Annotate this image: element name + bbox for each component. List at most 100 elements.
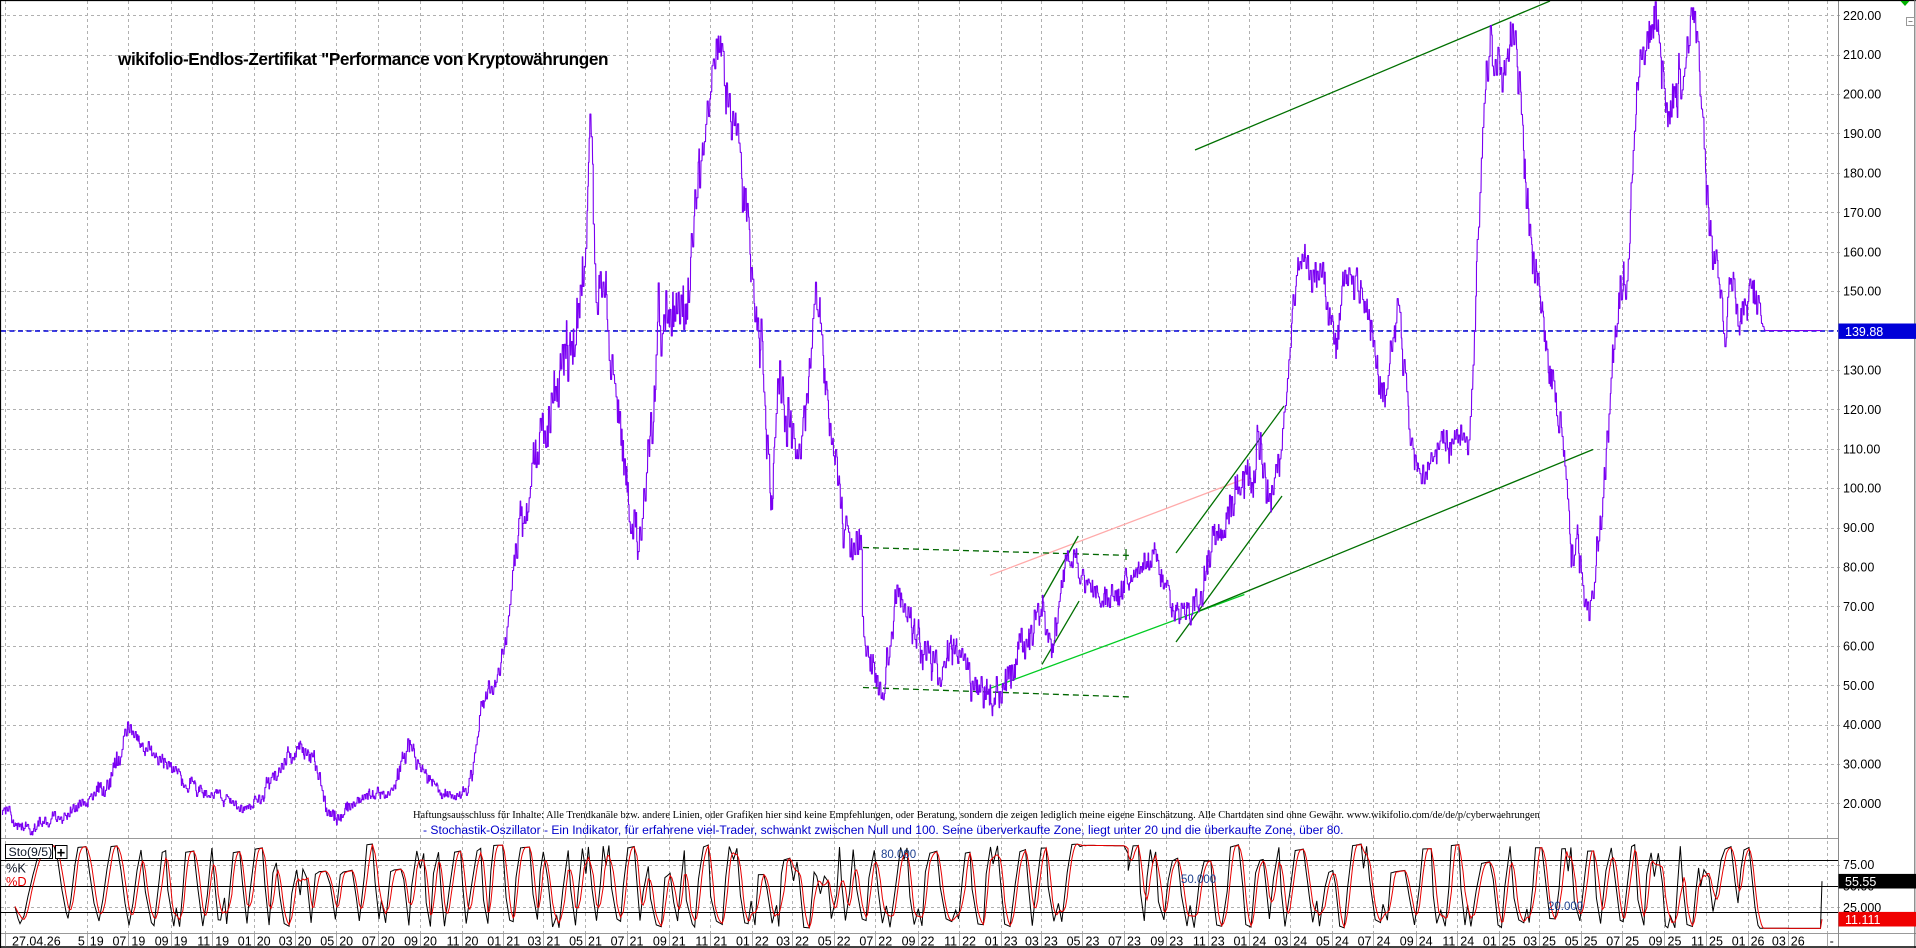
svg-text:100.00: 100.00 <box>1843 482 1881 496</box>
svg-text:09: 09 <box>902 935 916 948</box>
svg-text:11: 11 <box>1193 935 1206 948</box>
svg-text:- Stochastik-Oszillator - Ein: - Stochastik-Oszillator - Ein Indikator,… <box>423 823 1344 837</box>
svg-text:25: 25 <box>1625 935 1639 948</box>
svg-text:21: 21 <box>506 935 520 948</box>
svg-text:5: 5 <box>78 935 85 948</box>
svg-text:21: 21 <box>630 935 644 948</box>
svg-text:07: 07 <box>1606 935 1620 948</box>
svg-text:07: 07 <box>362 935 376 948</box>
svg-text:21: 21 <box>588 935 602 948</box>
svg-text:170.00: 170.00 <box>1843 206 1881 220</box>
svg-text:07: 07 <box>112 935 126 948</box>
svg-text:20: 20 <box>257 935 271 948</box>
svg-text:11: 11 <box>695 935 708 948</box>
svg-text:50.000: 50.000 <box>1181 874 1216 886</box>
svg-text:19: 19 <box>90 935 104 948</box>
svg-text:03: 03 <box>1772 935 1786 948</box>
svg-text:05: 05 <box>320 935 334 948</box>
svg-text:75.00: 75.00 <box>1843 858 1874 872</box>
svg-text:01: 01 <box>1732 935 1746 948</box>
svg-text:03: 03 <box>1025 935 1039 948</box>
svg-text:01: 01 <box>1233 935 1247 948</box>
svg-text:25: 25 <box>1709 935 1723 948</box>
svg-text:24: 24 <box>1252 935 1266 948</box>
svg-text:20: 20 <box>298 935 312 948</box>
svg-text:05: 05 <box>1316 935 1330 948</box>
svg-text:20.000: 20.000 <box>1843 797 1881 811</box>
svg-text:%D: %D <box>6 874 27 889</box>
svg-text:01: 01 <box>985 935 999 948</box>
svg-text:24: 24 <box>1419 935 1433 948</box>
svg-text:40.000: 40.000 <box>1843 718 1881 732</box>
svg-text:09: 09 <box>155 935 169 948</box>
svg-text:22: 22 <box>795 935 809 948</box>
svg-text:05: 05 <box>569 935 583 948</box>
svg-text:210.00: 210.00 <box>1843 48 1881 62</box>
svg-text:110.00: 110.00 <box>1843 442 1880 456</box>
svg-text:%K: %K <box>6 861 26 876</box>
svg-text:23: 23 <box>1127 935 1141 948</box>
svg-text:20: 20 <box>381 935 395 948</box>
svg-text:120.00: 120.00 <box>1843 403 1881 417</box>
svg-text:11: 11 <box>1442 935 1455 948</box>
svg-text:11: 11 <box>447 935 460 948</box>
svg-text:22: 22 <box>878 935 892 948</box>
svg-text:11.111: 11.111 <box>1845 913 1880 927</box>
svg-text:139.88: 139.88 <box>1845 325 1883 339</box>
svg-text:50.00: 50.00 <box>1843 679 1874 693</box>
svg-text:19: 19 <box>131 935 145 948</box>
svg-text:03: 03 <box>1523 935 1537 948</box>
svg-text:11: 11 <box>1691 935 1704 948</box>
svg-text:23: 23 <box>1211 935 1225 948</box>
svg-text:01: 01 <box>238 935 252 948</box>
svg-text:25.000: 25.000 <box>1843 901 1881 915</box>
svg-text:24: 24 <box>1377 935 1391 948</box>
svg-text:11: 11 <box>944 935 957 948</box>
svg-text:22: 22 <box>837 935 851 948</box>
svg-text:24: 24 <box>1460 935 1474 948</box>
svg-text:01: 01 <box>487 935 501 948</box>
svg-text:-: - <box>1830 935 1834 948</box>
svg-text:09: 09 <box>404 935 418 948</box>
svg-text:20: 20 <box>423 935 437 948</box>
svg-text:25: 25 <box>1542 935 1556 948</box>
svg-text:22: 22 <box>755 935 769 948</box>
svg-text:20.000: 20.000 <box>1548 901 1583 913</box>
svg-text:24: 24 <box>1335 935 1349 948</box>
svg-text:09: 09 <box>1150 935 1164 948</box>
svg-text:21: 21 <box>546 935 560 948</box>
svg-text:01: 01 <box>736 935 750 948</box>
svg-text:160.00: 160.00 <box>1843 245 1881 259</box>
svg-text:22: 22 <box>962 935 976 948</box>
svg-text:26: 26 <box>1791 935 1805 948</box>
svg-text:03: 03 <box>279 935 293 948</box>
svg-text:wikifolio-Endlos-Zertifikat "P: wikifolio-Endlos-Zertifikat "Performance… <box>117 49 608 69</box>
svg-text:60.00: 60.00 <box>1843 639 1874 653</box>
svg-text:20: 20 <box>465 935 479 948</box>
svg-text:19: 19 <box>215 935 229 948</box>
svg-text:07: 07 <box>859 935 873 948</box>
svg-text:09: 09 <box>1400 935 1414 948</box>
svg-text:03: 03 <box>776 935 790 948</box>
svg-text:09: 09 <box>653 935 667 948</box>
svg-text:+: + <box>57 846 65 862</box>
svg-text:Haftungsausschluss für Inhalte: Haftungsausschluss für Inhalte: Alle Tre… <box>413 810 1541 821</box>
svg-text:22: 22 <box>921 935 935 948</box>
svg-text:05: 05 <box>818 935 832 948</box>
svg-text:180.00: 180.00 <box>1843 166 1881 180</box>
svg-text:07: 07 <box>1358 935 1372 948</box>
svg-text:25: 25 <box>1584 935 1598 948</box>
svg-text:09: 09 <box>1649 935 1663 948</box>
svg-text:130.00: 130.00 <box>1843 364 1881 378</box>
svg-text:03: 03 <box>1274 935 1288 948</box>
svg-text:70.00: 70.00 <box>1843 600 1874 614</box>
svg-text:80.00: 80.00 <box>1843 561 1874 575</box>
svg-text:23: 23 <box>1086 935 1100 948</box>
svg-text:19: 19 <box>174 935 188 948</box>
svg-text:23: 23 <box>1044 935 1058 948</box>
svg-text:25: 25 <box>1502 935 1516 948</box>
svg-text:20: 20 <box>339 935 353 948</box>
svg-text:150.00: 150.00 <box>1843 285 1881 299</box>
svg-text:24: 24 <box>1293 935 1307 948</box>
svg-text:11: 11 <box>197 935 210 948</box>
